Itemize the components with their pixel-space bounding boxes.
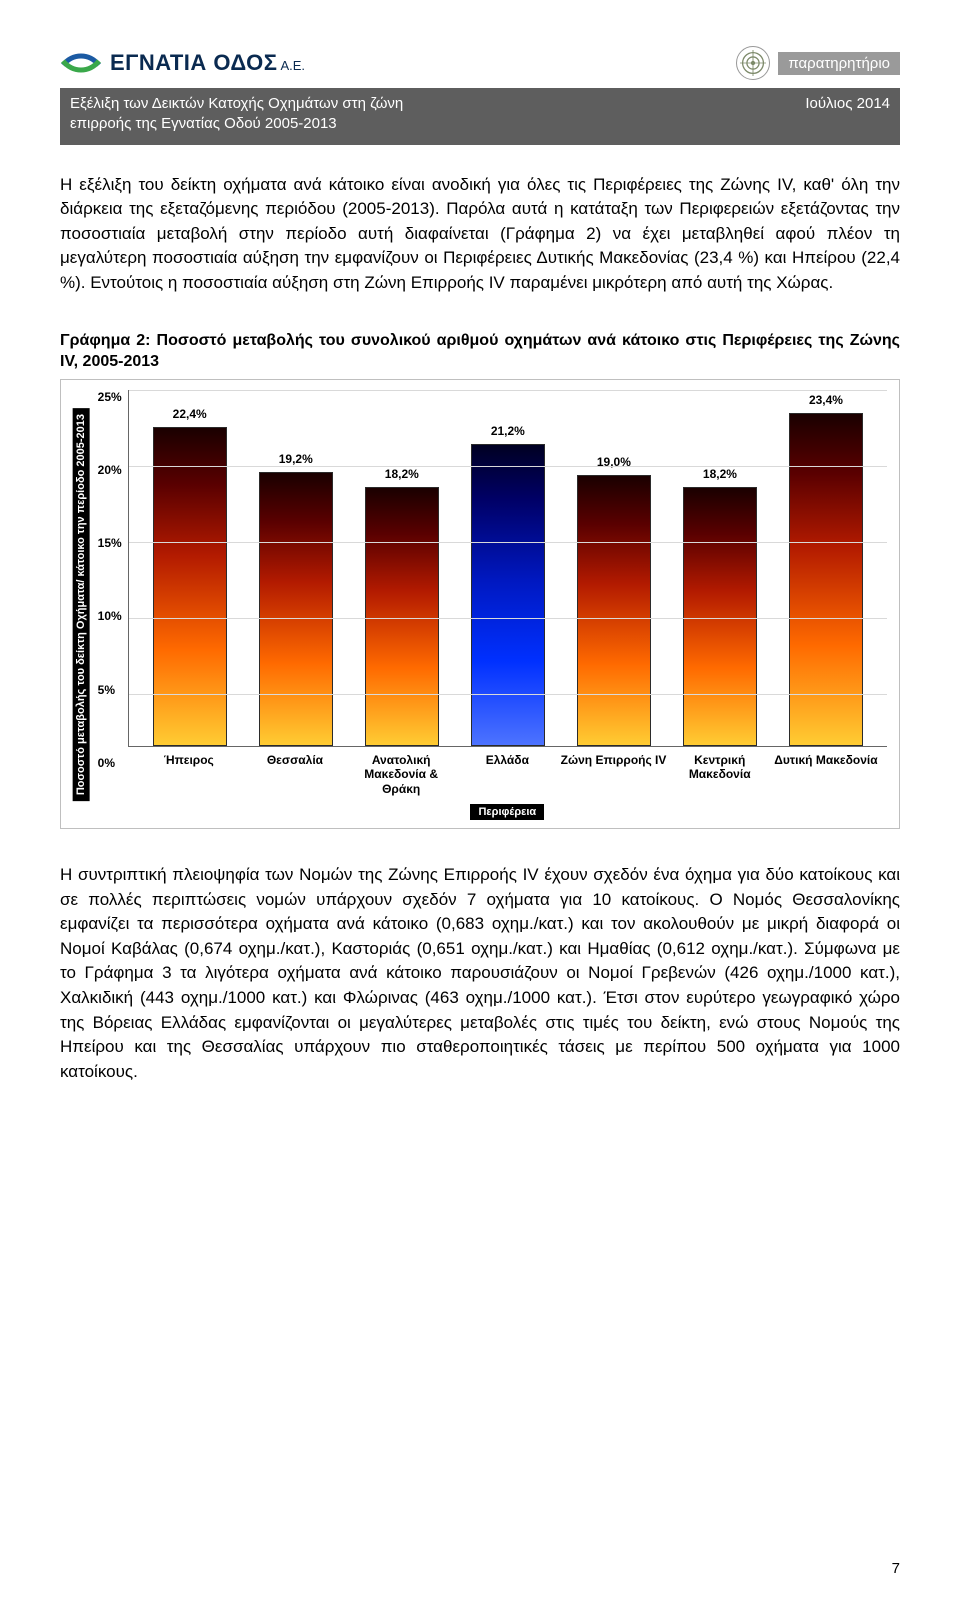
gridline [129, 694, 887, 695]
x-axis-label: Περιφέρεια [470, 804, 544, 820]
header-badge: παρατηρητήριο [736, 46, 900, 80]
bar-slot: 18,2% [667, 390, 773, 746]
bar-slot: 22,4% [137, 390, 243, 746]
bar-slot: 21,2% [455, 390, 561, 746]
paragraph-2: Η συντριπτική πλειοψηφία των Νομών της Ζ… [60, 863, 900, 1085]
y-axis-label: Ποσοστό μεταβολής του δείκτη Οχήματα/ κά… [73, 408, 90, 801]
bar [259, 472, 333, 745]
bar-value-label: 21,2% [491, 424, 525, 438]
plot-area: 22,4% 19,2% 18,2% 21,2% 19,0% 18,2% 23,4% [128, 390, 887, 747]
paragraph-1: Η εξέλιξη του δείκτη οχήματα ανά κάτοικο… [60, 173, 900, 296]
bar-chart: Ποσοστό μεταβολής του δείκτη Οχήματα/ κά… [73, 390, 887, 820]
x-tick: Ανατολική Μακεδονία & Θράκη [348, 753, 454, 796]
y-tick: 5% [98, 683, 122, 697]
x-tick: Ελλάδα [454, 753, 560, 796]
bar [683, 487, 757, 746]
y-tick: 0% [98, 756, 122, 770]
x-axis-ticks: ΉπειροςΘεσσαλίαΑνατολική Μακεδονία & Θρά… [128, 747, 887, 796]
bar-slot: 19,2% [243, 390, 349, 746]
x-tick: Θεσσαλία [242, 753, 348, 796]
target-icon [736, 46, 770, 80]
bar-value-label: 18,2% [385, 467, 419, 481]
bar-slot: 18,2% [349, 390, 455, 746]
gridline [129, 618, 887, 619]
header-top-row: ΕΓΝΑΤΙΑ ΟΔΟΣΑ.Ε. παρατηρητήριο [60, 40, 900, 86]
y-axis-ticks: 25% 20% 15% 10% 5% 0% [90, 390, 128, 770]
bars-container: 22,4% 19,2% 18,2% 21,2% 19,0% 18,2% 23,4% [129, 390, 887, 746]
x-tick: Ήπειρος [136, 753, 242, 796]
y-tick: 25% [98, 390, 122, 404]
page-number: 7 [892, 1560, 900, 1577]
logo: ΕΓΝΑΤΙΑ ΟΔΟΣΑ.Ε. [60, 42, 305, 84]
page-header: ΕΓΝΑΤΙΑ ΟΔΟΣΑ.Ε. παρατηρητήριο Ε [60, 40, 900, 145]
document-date: Ιούλιος 2014 [805, 94, 890, 135]
bar [789, 413, 863, 746]
y-tick: 10% [98, 609, 122, 623]
logo-suffix: Α.Ε. [280, 58, 305, 73]
gridline [129, 390, 887, 391]
badge-label: παρατηρητήριο [778, 52, 900, 75]
bar [471, 444, 545, 746]
y-tick: 20% [98, 463, 122, 477]
document-title: Εξέλιξη των Δεικτών Κατοχής Οχημάτων στη… [70, 94, 403, 135]
logo-text: ΕΓΝΑΤΙΑ ΟΔΟΣΑ.Ε. [110, 50, 305, 76]
logo-icon [60, 42, 102, 84]
y-tick: 15% [98, 536, 122, 550]
bar [577, 475, 651, 745]
bar-value-label: 22,4% [173, 407, 207, 421]
title-line-2: επιρροής της Εγνατίας Οδού 2005-2013 [70, 115, 337, 132]
x-tick: Ζώνη Επιρροής IV [560, 753, 666, 796]
bar-value-label: 23,4% [809, 393, 843, 407]
title-line-1: Εξέλιξη των Δεικτών Κατοχής Οχημάτων στη… [70, 95, 403, 112]
bar-value-label: 19,0% [597, 455, 631, 469]
x-tick: Δυτική Μακεδονία [773, 753, 879, 796]
bar [153, 427, 227, 746]
bar-value-label: 19,2% [279, 452, 313, 466]
chart-frame: Ποσοστό μεταβολής του δείκτη Οχήματα/ κά… [60, 379, 900, 829]
logo-main-text: ΕΓΝΑΤΙΑ ΟΔΟΣ [110, 50, 277, 75]
bar [365, 487, 439, 746]
x-tick: Κεντρική Μακεδονία [667, 753, 773, 796]
header-band: Εξέλιξη των Δεικτών Κατοχής Οχημάτων στη… [60, 88, 900, 145]
gridline [129, 466, 887, 467]
bar-slot: 19,0% [561, 390, 667, 746]
bar-slot: 23,4% [773, 390, 879, 746]
chart-caption: Γράφημα 2: Ποσοστό μεταβολής του συνολικ… [60, 330, 900, 373]
gridline [129, 542, 887, 543]
bar-value-label: 18,2% [703, 467, 737, 481]
